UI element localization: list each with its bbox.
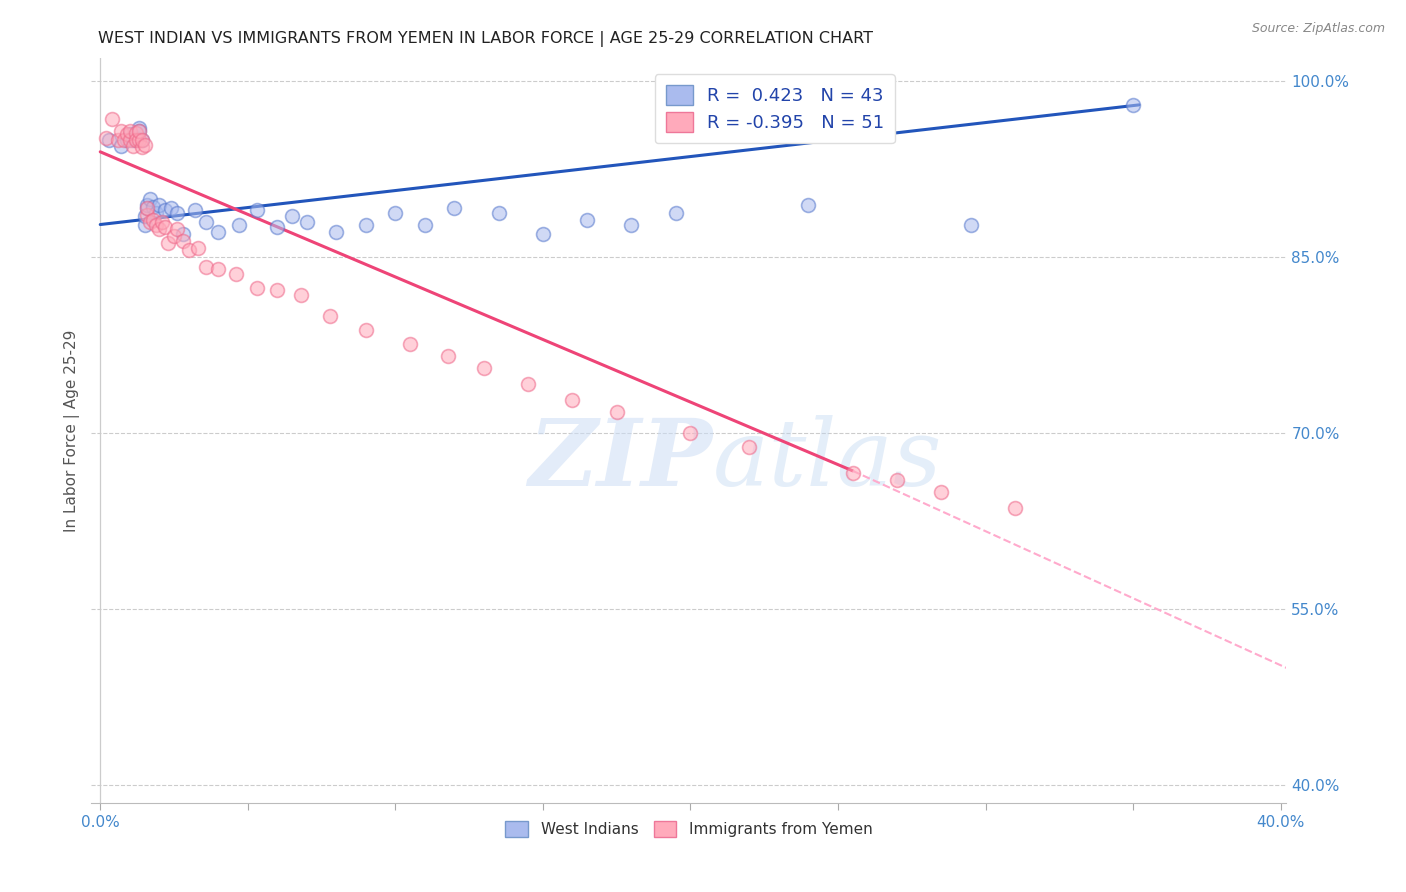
- Point: [472, 360, 495, 375]
- Point: [354, 218, 377, 232]
- Point: [443, 201, 465, 215]
- Point: [128, 133, 150, 147]
- Point: [163, 229, 186, 244]
- Point: [531, 227, 554, 241]
- Point: [886, 473, 908, 487]
- Point: [131, 140, 153, 154]
- Point: [142, 212, 165, 227]
- Point: [437, 349, 460, 363]
- Point: [841, 466, 863, 480]
- Point: [134, 210, 156, 224]
- Point: [110, 124, 132, 138]
- Point: [118, 124, 141, 138]
- Point: [107, 133, 129, 147]
- Point: [1122, 98, 1144, 112]
- Point: [413, 218, 436, 232]
- Point: [266, 219, 288, 234]
- Point: [124, 126, 146, 140]
- Point: [225, 267, 247, 281]
- Point: [98, 133, 121, 147]
- Point: [246, 281, 269, 295]
- Point: [1004, 501, 1026, 516]
- Point: [290, 288, 312, 302]
- Point: [177, 244, 200, 258]
- Point: [124, 133, 146, 147]
- Point: [128, 124, 150, 138]
- Point: [118, 133, 141, 147]
- Point: [124, 130, 146, 145]
- Point: [620, 218, 643, 232]
- Point: [136, 197, 159, 211]
- Point: [136, 208, 159, 222]
- Point: [157, 236, 180, 251]
- Point: [153, 203, 176, 218]
- Point: [281, 210, 304, 224]
- Y-axis label: In Labor Force | Age 25-29: In Labor Force | Age 25-29: [65, 329, 80, 532]
- Point: [228, 218, 250, 232]
- Point: [131, 133, 153, 147]
- Point: [183, 203, 205, 218]
- Legend: West Indians, Immigrants from Yemen: West Indians, Immigrants from Yemen: [499, 814, 879, 844]
- Point: [94, 130, 117, 145]
- Point: [128, 124, 150, 138]
- Point: [145, 206, 167, 220]
- Point: [139, 192, 162, 206]
- Text: WEST INDIAN VS IMMIGRANTS FROM YEMEN IN LABOR FORCE | AGE 25-29 CORRELATION CHAR: WEST INDIAN VS IMMIGRANTS FROM YEMEN IN …: [98, 31, 873, 47]
- Point: [148, 222, 170, 236]
- Point: [121, 139, 143, 153]
- Point: [128, 121, 150, 136]
- Point: [384, 206, 406, 220]
- Point: [319, 309, 342, 323]
- Point: [517, 377, 540, 392]
- Point: [124, 133, 146, 147]
- Point: [561, 393, 583, 408]
- Point: [797, 197, 820, 211]
- Point: [115, 133, 138, 147]
- Point: [131, 133, 153, 147]
- Point: [142, 200, 165, 214]
- Point: [166, 222, 188, 236]
- Point: [679, 426, 702, 441]
- Point: [150, 215, 173, 229]
- Point: [112, 133, 135, 147]
- Point: [738, 441, 761, 455]
- Point: [101, 112, 124, 126]
- Point: [207, 262, 229, 277]
- Point: [134, 137, 156, 152]
- Point: [195, 215, 218, 229]
- Point: [134, 218, 156, 232]
- Point: [136, 201, 159, 215]
- Point: [139, 215, 162, 229]
- Point: [606, 405, 628, 419]
- Point: [246, 203, 269, 218]
- Point: [118, 127, 141, 141]
- Point: [121, 133, 143, 147]
- Point: [160, 201, 183, 215]
- Point: [354, 323, 377, 337]
- Point: [115, 127, 138, 141]
- Point: [195, 260, 218, 274]
- Point: [172, 234, 194, 248]
- Point: [665, 206, 688, 220]
- Point: [172, 227, 194, 241]
- Point: [266, 283, 288, 297]
- Point: [399, 337, 422, 351]
- Point: [166, 206, 188, 220]
- Point: [187, 241, 209, 255]
- Point: [295, 215, 318, 229]
- Point: [325, 225, 347, 239]
- Text: atlas: atlas: [713, 415, 942, 505]
- Point: [207, 225, 229, 239]
- Point: [959, 218, 981, 232]
- Point: [153, 219, 176, 234]
- Text: Source: ZipAtlas.com: Source: ZipAtlas.com: [1251, 22, 1385, 36]
- Point: [488, 206, 510, 220]
- Point: [148, 197, 170, 211]
- Point: [136, 201, 159, 215]
- Point: [929, 485, 952, 500]
- Text: ZIP: ZIP: [529, 415, 713, 505]
- Point: [110, 139, 132, 153]
- Point: [145, 218, 167, 232]
- Point: [576, 212, 599, 227]
